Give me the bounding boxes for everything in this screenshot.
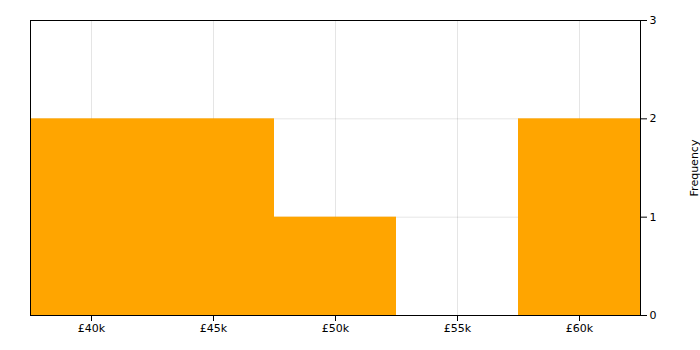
svg-text:1: 1 <box>650 211 657 224</box>
svg-text:Frequency: Frequency <box>688 139 700 196</box>
svg-text:0: 0 <box>650 309 657 322</box>
svg-text:£40k: £40k <box>78 322 106 335</box>
svg-text:3: 3 <box>650 14 657 27</box>
svg-text:£55k: £55k <box>444 322 472 335</box>
svg-text:2: 2 <box>650 112 657 125</box>
svg-text:£60k: £60k <box>566 322 594 335</box>
svg-text:£45k: £45k <box>200 322 228 335</box>
svg-text:£50k: £50k <box>322 322 350 335</box>
